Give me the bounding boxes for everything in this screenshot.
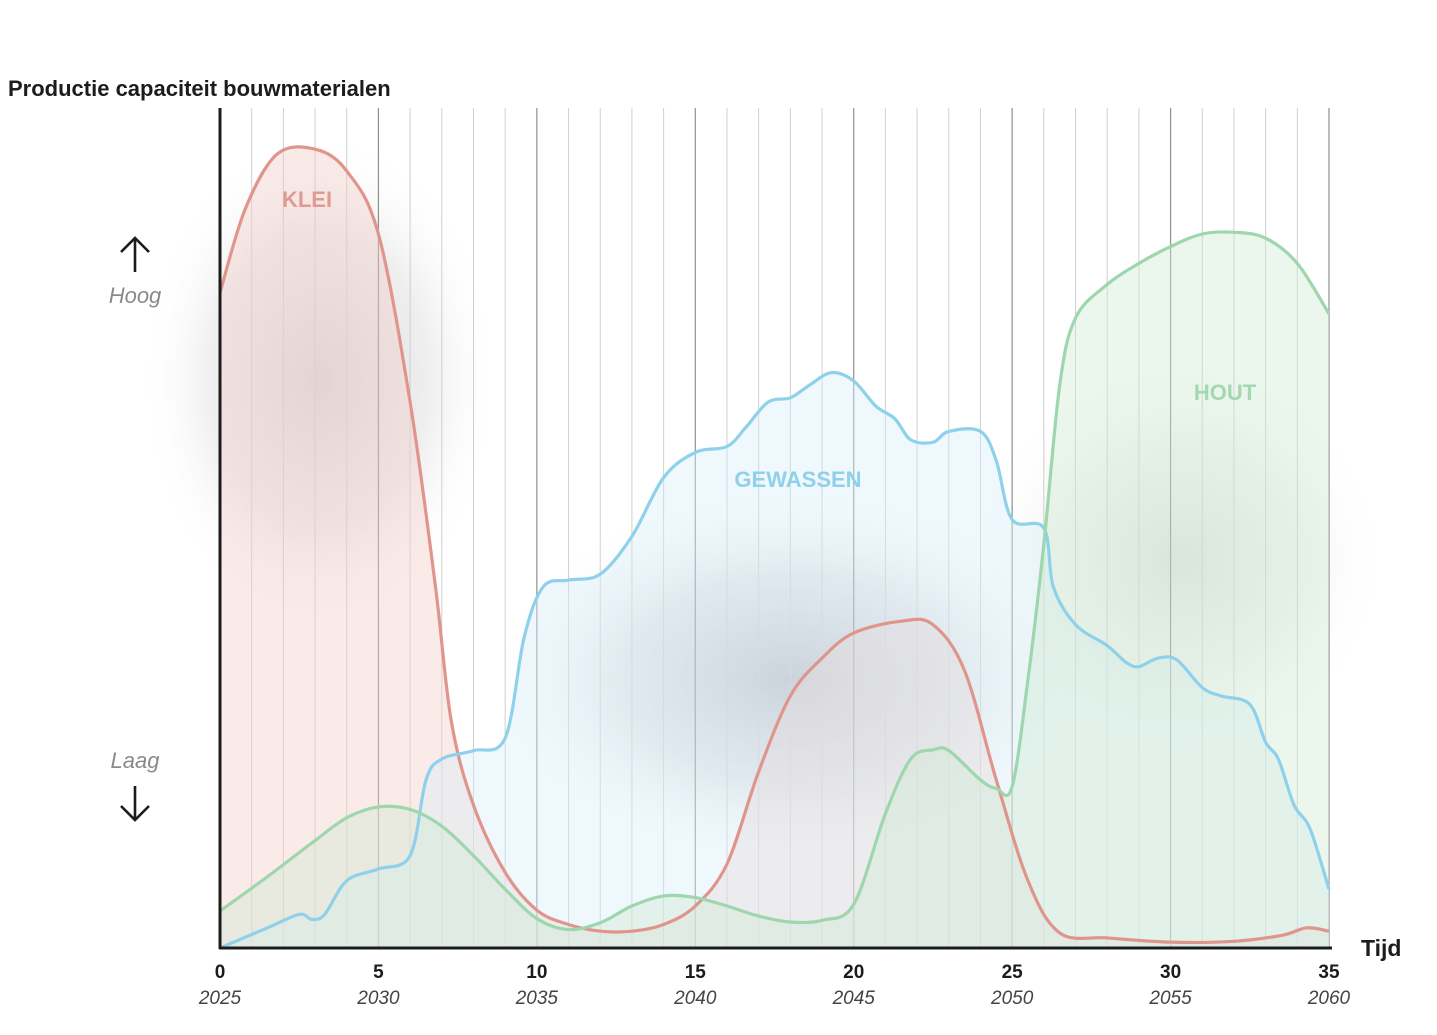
x-tick-label: 5 xyxy=(373,962,384,983)
area-hout xyxy=(220,231,1329,948)
x-tick-year-label: 2030 xyxy=(356,988,400,1009)
x-tick-label: 35 xyxy=(1318,962,1340,983)
series-lines xyxy=(218,145,1331,950)
series-label-klei: KLEI xyxy=(282,187,332,212)
line-hout xyxy=(219,230,1331,932)
area-klei xyxy=(220,146,1329,948)
series-label-gewassen: GEWASSEN xyxy=(734,467,861,492)
up-arrow-icon xyxy=(120,236,150,272)
area-gewassen xyxy=(220,372,1329,949)
x-tick-label: 0 xyxy=(215,962,226,983)
x-tick-label: 30 xyxy=(1160,962,1181,983)
x-tick-year-label: 2055 xyxy=(1148,988,1192,1009)
series-areas xyxy=(220,146,1329,949)
x-tick-label: 15 xyxy=(685,962,707,983)
x-tick-year-label: 2045 xyxy=(832,988,876,1009)
x-ticks: 0 2025 5 2030 10 2035 15 2040 20 2045 25 2050 30 2055… xyxy=(198,962,1351,1009)
x-tick-label: 25 xyxy=(1002,962,1024,983)
x-tick-year-label: 2040 xyxy=(673,988,717,1009)
x-axis-label: Tijd xyxy=(1361,935,1401,961)
line-gewassen xyxy=(219,370,1331,950)
level-low-label: Laag xyxy=(111,748,161,773)
forest-texture xyxy=(970,360,1390,760)
x-tick-year-label: 2050 xyxy=(990,988,1034,1009)
x-tick-year-label: 2025 xyxy=(198,988,242,1009)
x-tick-year-label: 2060 xyxy=(1307,988,1351,1009)
chart-title: Productie capaciteit bouwmaterialen xyxy=(8,76,391,101)
level-high-label: Hoog xyxy=(109,283,162,308)
x-tick-label: 10 xyxy=(526,962,547,983)
x-tick-year-label: 2035 xyxy=(515,988,559,1009)
line-klei xyxy=(218,145,1330,945)
x-tick-label: 20 xyxy=(843,962,864,983)
down-arrow-icon xyxy=(120,786,150,822)
series-label-hout: HOUT xyxy=(1194,380,1257,405)
